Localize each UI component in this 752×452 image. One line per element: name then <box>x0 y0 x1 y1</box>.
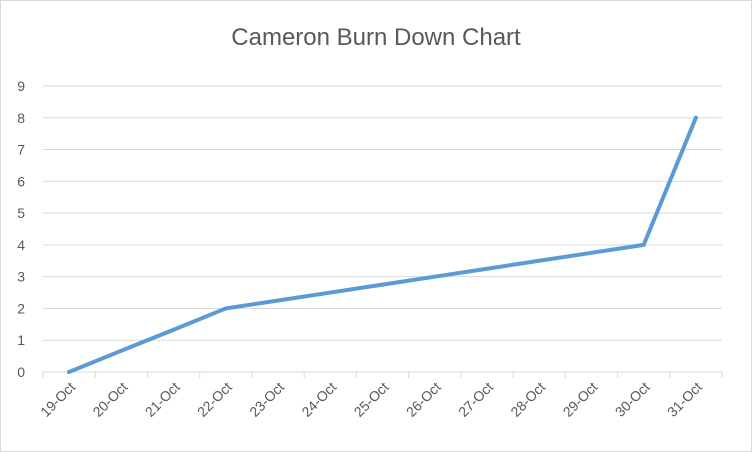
x-tick-label: 21-Oct <box>142 379 183 420</box>
x-tick-label: 27-Oct <box>455 379 496 420</box>
gridlines <box>43 85 722 341</box>
y-tick-label: 5 <box>17 205 25 221</box>
x-tick-label: 25-Oct <box>351 379 392 420</box>
y-axis-tick-labels: 0 1 2 3 4 5 6 7 8 9 <box>17 78 25 380</box>
x-axis <box>42 371 723 378</box>
x-tick-label: 22-Oct <box>194 379 235 420</box>
data-point <box>641 242 646 247</box>
data-point <box>171 327 176 332</box>
y-tick-label: 4 <box>17 237 25 253</box>
y-tick-label: 9 <box>17 78 25 94</box>
x-tick-label: 30-Oct <box>612 379 653 420</box>
x-tick-label: 26-Oct <box>403 379 444 420</box>
data-point <box>484 266 489 271</box>
x-tick-label: 24-Oct <box>298 379 339 420</box>
data-point <box>589 250 594 255</box>
x-axis-tick-labels: 19-Oct 20-Oct 21-Oct 22-Oct 23-Oct 24-Oct 25-O… <box>37 379 705 420</box>
y-tick-label: 3 <box>17 269 25 285</box>
data-point <box>119 348 124 353</box>
data-point <box>328 290 333 295</box>
x-tick-label: 31-Oct <box>664 379 705 420</box>
data-point <box>67 370 72 374</box>
data-point <box>693 115 698 120</box>
y-tick-label: 6 <box>17 173 25 189</box>
x-tick-label: 28-Oct <box>507 379 548 420</box>
chart-title: Cameron Burn Down Chart <box>231 24 521 51</box>
y-tick-label: 1 <box>17 332 25 348</box>
y-tick-label: 8 <box>17 110 25 126</box>
data-point <box>223 306 228 311</box>
y-tick-label: 7 <box>17 142 25 158</box>
data-point <box>432 274 437 279</box>
series-layer <box>67 115 698 374</box>
x-tick-label: 23-Oct <box>246 379 287 420</box>
x-tick-label: 20-Oct <box>89 379 130 420</box>
data-point <box>380 282 385 287</box>
data-point <box>276 298 281 303</box>
y-tick-label: 0 <box>17 364 25 380</box>
data-point <box>537 258 542 263</box>
x-tick-label: 19-Oct <box>37 379 78 420</box>
x-tick-label: 29-Oct <box>560 379 601 420</box>
y-tick-label: 2 <box>17 300 25 316</box>
